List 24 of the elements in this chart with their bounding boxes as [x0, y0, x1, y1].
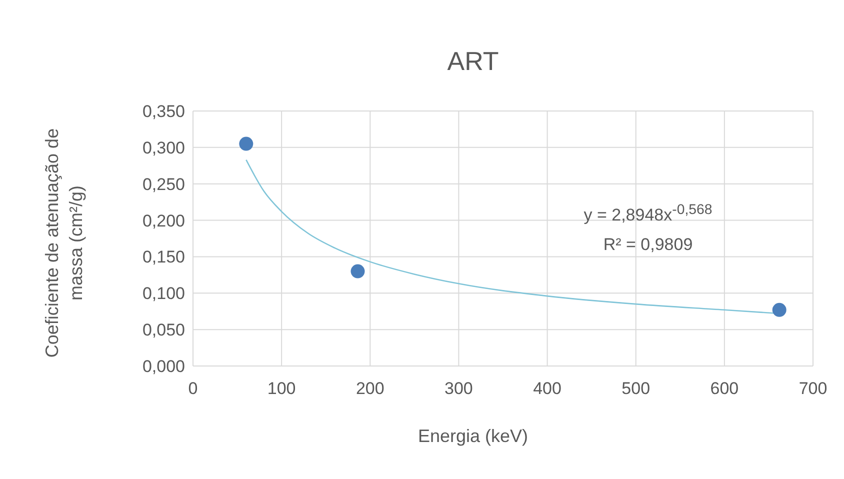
y-tick-label: 0,100: [142, 284, 185, 304]
point: [239, 136, 254, 151]
point: [350, 264, 365, 278]
x-tick-label: 500: [622, 379, 650, 398]
x-tick-label: 400: [533, 379, 562, 398]
point: [772, 302, 786, 317]
y-axis-title: Coeficiente de atenuação de massa (cm²/g): [41, 127, 87, 360]
x-tick-label: 0: [188, 379, 198, 398]
x-tick-label: 200: [356, 379, 384, 398]
y-tick-label: 0,350: [142, 102, 185, 122]
x-tick-label: 600: [710, 379, 739, 398]
x-axis-title: Energia (keV): [416, 426, 530, 447]
y-tick-label: 0,300: [142, 138, 185, 158]
y-tick-label: 0,200: [142, 211, 185, 230]
y-tick-label: 0,000: [142, 357, 185, 376]
x-tick-label: 100: [267, 379, 296, 398]
x-tick-label: 300: [444, 379, 473, 398]
y-tick-label: 0,050: [142, 320, 185, 340]
y-tick-label: 0,250: [142, 174, 185, 194]
chart-title: ART: [446, 46, 500, 77]
y-tick-label: 0,150: [142, 248, 185, 267]
annotation: R² = 0,9809: [602, 234, 694, 256]
annotation: y = 2,8948x$^{-0,568}$: [582, 201, 714, 227]
x-tick-label: 700: [798, 379, 828, 398]
